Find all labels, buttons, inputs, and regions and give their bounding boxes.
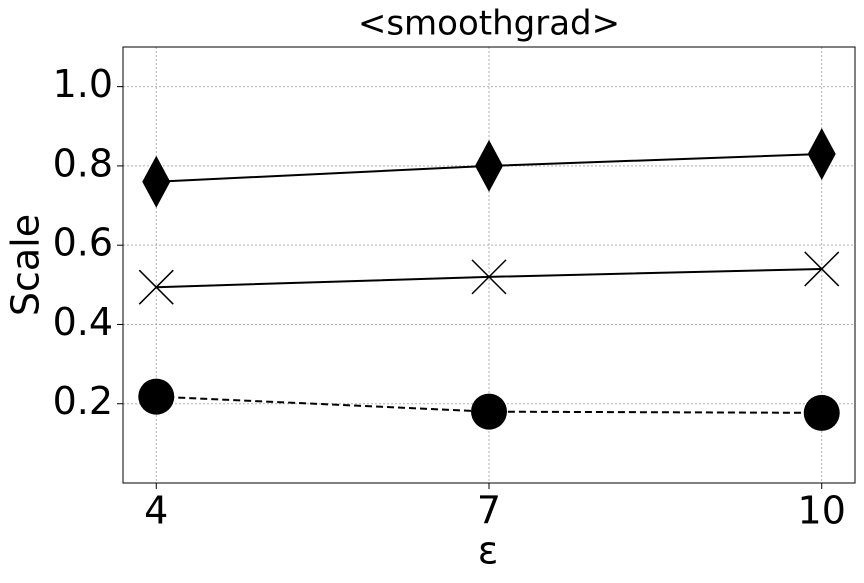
- marker: [804, 251, 840, 287]
- chart-title: <smoothgrad>: [358, 4, 620, 44]
- x-axis-label: ε: [478, 529, 499, 573]
- marker: [471, 393, 507, 430]
- y-tick-label: 0.6: [53, 221, 113, 265]
- marker: [138, 378, 175, 415]
- y-tick-label: 1.0: [53, 62, 113, 106]
- marker: [138, 269, 174, 305]
- plot-frame: [122, 46, 856, 484]
- x-tick-label: 7: [477, 489, 501, 533]
- y-tick-label: 0.2: [53, 379, 113, 423]
- marker: [471, 259, 507, 295]
- marker: [803, 394, 840, 431]
- marker: [475, 139, 503, 192]
- marker: [142, 155, 171, 208]
- y-tick-label: 0.8: [53, 141, 113, 185]
- y-tick-label: 0.4: [53, 300, 113, 344]
- marker: [807, 128, 836, 181]
- x-tick-label: 4: [144, 489, 168, 533]
- x-tick-label: 10: [798, 489, 846, 533]
- y-axis-label: Scale: [4, 214, 48, 316]
